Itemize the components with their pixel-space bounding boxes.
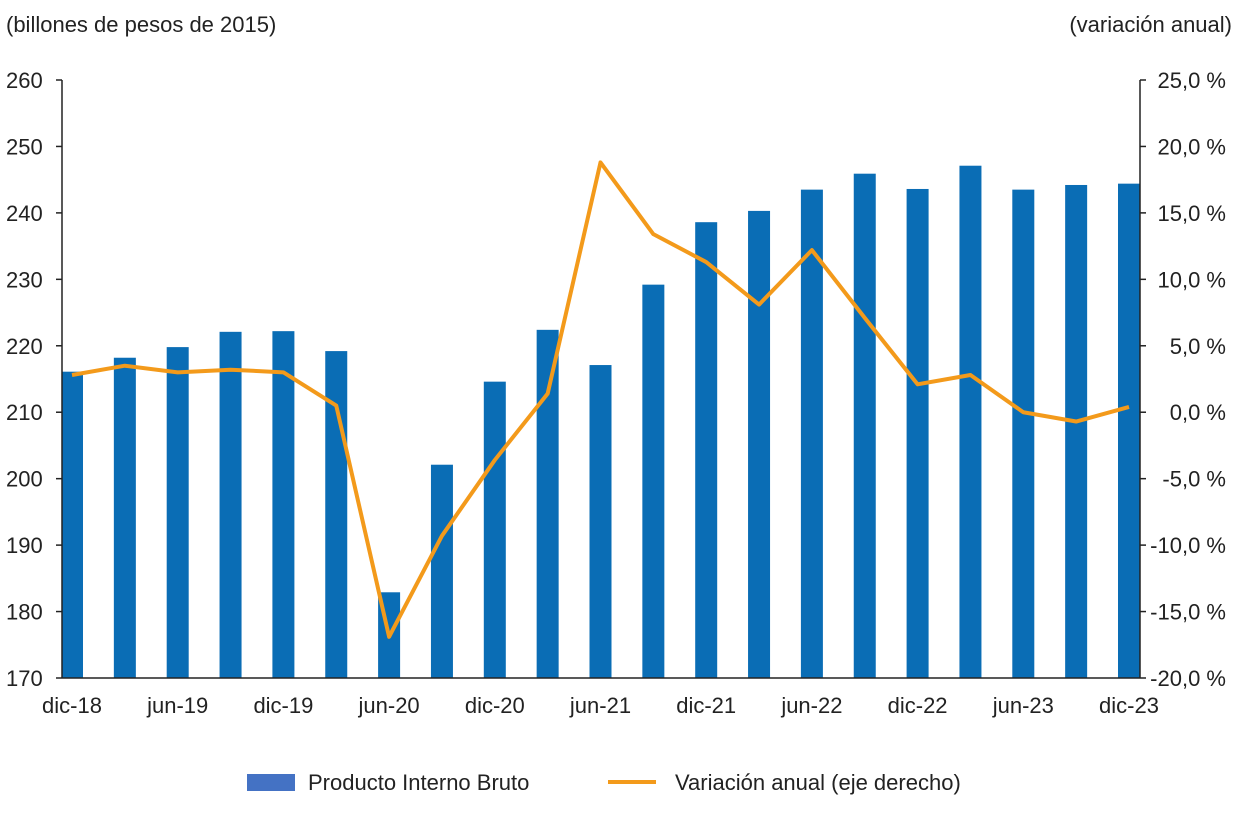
x-tick-label: jun-21 (569, 693, 631, 718)
bar-sep-22 (854, 174, 876, 678)
bar-dic-21 (695, 222, 717, 678)
bar-dic-19 (272, 331, 294, 678)
x-tick-label: dic-22 (888, 693, 948, 718)
left-tick-label: 200 (6, 467, 43, 492)
x-tick-label: jun-22 (780, 693, 842, 718)
bar-mar-21 (537, 330, 559, 678)
right-tick-label: 10,0 % (1158, 267, 1227, 292)
right-tick-label: 0,0 % (1170, 400, 1226, 425)
legend-label-bar: Producto Interno Bruto (308, 770, 529, 795)
left-tick-label: 240 (6, 201, 43, 226)
left-axis-label: (billones de pesos de 2015) (6, 12, 276, 37)
left-tick-label: 220 (6, 334, 43, 359)
bar-dic-23 (1118, 184, 1140, 678)
bar-dic-22 (907, 189, 929, 678)
right-tick-label: -15,0 % (1150, 600, 1226, 625)
bar-dic-18 (62, 372, 83, 678)
left-tick-label: 260 (6, 68, 43, 93)
right-tick-label: -20,0 % (1150, 666, 1226, 691)
x-tick-label: dic-20 (465, 693, 525, 718)
x-tick-label: jun-19 (146, 693, 208, 718)
x-tick-label: dic-18 (42, 693, 102, 718)
legend-swatch-bar (247, 774, 295, 791)
legend: Producto Interno Bruto Variación anual (… (247, 770, 961, 795)
x-tick-label: jun-23 (992, 693, 1054, 718)
x-tick-label: dic-23 (1099, 693, 1159, 718)
left-tick-label: 170 (6, 666, 43, 691)
bar-jun-23 (1012, 190, 1034, 678)
bar-mar-23 (959, 166, 981, 678)
bar-sep-20 (431, 465, 453, 678)
right-axis-label: (variación anual) (1069, 12, 1232, 37)
bar-jun-19 (167, 347, 189, 678)
left-tick-label: 210 (6, 400, 43, 425)
right-tick-label: 15,0 % (1158, 201, 1227, 226)
left-tick-label: 230 (6, 267, 43, 292)
bar-mar-22 (748, 211, 770, 678)
x-tick-label: jun-20 (358, 693, 420, 718)
bar-sep-21 (642, 285, 664, 678)
bar-sep-19 (220, 332, 242, 678)
left-tick-label: 180 (6, 600, 43, 625)
bar-sep-23 (1065, 185, 1087, 678)
right-tick-label: 20,0 % (1158, 134, 1227, 159)
right-tick-label: 25,0 % (1158, 68, 1227, 93)
right-tick-label: 5,0 % (1170, 334, 1226, 359)
right-tick-label: -10,0 % (1150, 533, 1226, 558)
bar-jun-21 (590, 365, 612, 678)
bar-dic-20 (484, 382, 506, 678)
bar-mar-19 (114, 358, 136, 678)
right-tick-label: -5,0 % (1162, 467, 1226, 492)
x-tick-label: dic-21 (676, 693, 736, 718)
x-tick-label: dic-19 (253, 693, 313, 718)
left-tick-label: 250 (6, 134, 43, 159)
left-tick-label: 190 (6, 533, 43, 558)
legend-label-line: Variación anual (eje derecho) (675, 770, 961, 795)
